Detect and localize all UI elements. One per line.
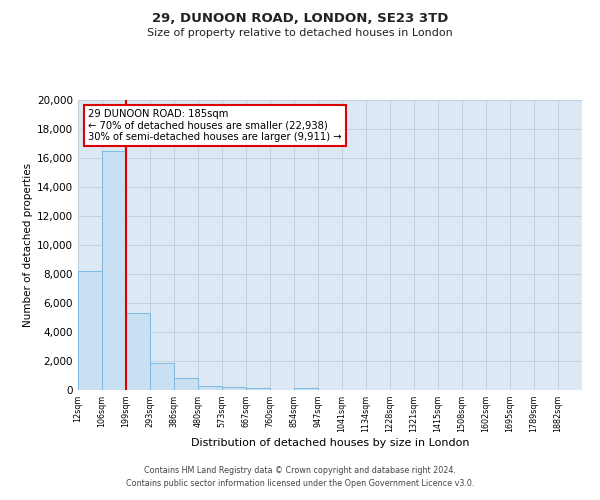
Text: Size of property relative to detached houses in London: Size of property relative to detached ho… bbox=[147, 28, 453, 38]
Y-axis label: Number of detached properties: Number of detached properties bbox=[23, 163, 33, 327]
Bar bbox=[174, 378, 198, 390]
Bar bbox=[126, 313, 150, 390]
Bar bbox=[222, 387, 246, 390]
Bar bbox=[102, 151, 126, 390]
Text: Contains HM Land Registry data © Crown copyright and database right 2024.
Contai: Contains HM Land Registry data © Crown c… bbox=[126, 466, 474, 487]
Bar bbox=[246, 388, 270, 390]
Bar bbox=[150, 363, 174, 390]
Text: 29, DUNOON ROAD, LONDON, SE23 3TD: 29, DUNOON ROAD, LONDON, SE23 3TD bbox=[152, 12, 448, 26]
Text: 29 DUNOON ROAD: 185sqm
← 70% of detached houses are smaller (22,938)
30% of semi: 29 DUNOON ROAD: 185sqm ← 70% of detached… bbox=[88, 108, 342, 142]
Bar bbox=[198, 386, 222, 390]
X-axis label: Distribution of detached houses by size in London: Distribution of detached houses by size … bbox=[191, 438, 469, 448]
Bar bbox=[78, 271, 102, 390]
Bar bbox=[294, 388, 318, 390]
